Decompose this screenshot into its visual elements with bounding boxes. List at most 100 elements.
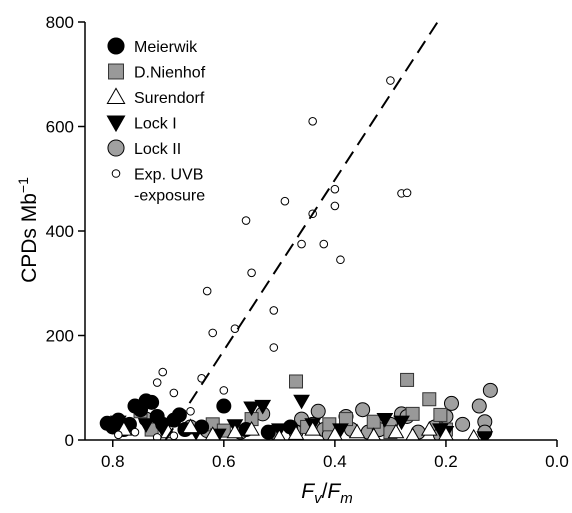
point-lock-i-1 (137, 418, 155, 433)
point-surendorf-13 (405, 427, 420, 440)
y-axis-title-exponent: −1 (15, 177, 31, 193)
y-axis-title-main: CPDs Mb (18, 193, 41, 283)
point-exp-uvb-exposure-1 (158, 367, 168, 377)
x-axis-title-sub2: m (340, 490, 353, 507)
point-d-nienhof-5 (289, 374, 304, 389)
y-tick-label-1: 200 (46, 327, 74, 346)
point-surendorf-5 (243, 421, 260, 436)
legend-marker-surendorf (106, 87, 126, 104)
legend-label-lock-i: Lock I (134, 116, 177, 133)
point-lock-ii-25 (443, 395, 459, 411)
point-surendorf-15 (438, 426, 454, 440)
legend: Meierwik D.Nienhof Surendorf Lock I Lock II E… (106, 37, 206, 205)
point-surendorf-16 (467, 428, 481, 440)
point-exp-uvb-exposure-5 (202, 286, 212, 296)
y-tick-label-2: 400 (46, 222, 74, 241)
axes: 0 200 400 600 800 0.8 0.6 0.4 0.2 0.0 (46, 13, 569, 471)
point-surendorf-3 (204, 426, 221, 440)
legend-marker-exp-uvb-exposure (111, 169, 121, 178)
point-lock-ii-10 (310, 403, 326, 419)
point-exp-uvb-exposure-12 (269, 343, 279, 352)
point-lock-i-12 (376, 412, 394, 428)
point-surendorf-8 (304, 421, 322, 436)
y-tick-label-0: 0 (65, 431, 74, 450)
point-exp-uvb-exposure-23 (402, 188, 412, 198)
x-axis-title-f2: F (327, 480, 341, 503)
x-axis-title-f1: F (301, 480, 315, 503)
plot-area (99, 22, 498, 440)
legend-marker-meierwik (107, 37, 125, 55)
point-meierwik-17 (260, 424, 276, 440)
legend-label-d-nienhof: D.Nienhof (134, 65, 206, 82)
point-lock-i-16 (476, 431, 494, 440)
point-d-nienhof-12 (405, 406, 420, 421)
legend-marker-d-nienhof (108, 63, 124, 80)
point-exp-uvb-exposure-24 (114, 430, 123, 440)
point-d-nienhof-9 (366, 414, 381, 429)
x-tick-label-4: 0.0 (545, 452, 569, 471)
point-exp-uvb-exposure-0 (152, 378, 162, 387)
legend-label-exp-uvb-exposure-0: Exp. UVB (134, 167, 203, 184)
point-surendorf-12 (387, 423, 405, 439)
point-exp-uvb-exposure-7 (219, 386, 229, 395)
point-exp-uvb-exposure-25 (130, 427, 140, 437)
point-exp-uvb-exposure-13 (280, 196, 290, 206)
point-lock-ii-30 (482, 382, 498, 398)
point-d-nienhof-11 (400, 372, 415, 387)
point-exp-uvb-exposure-26 (152, 433, 162, 440)
point-exp-uvb-exposure-9 (241, 216, 251, 225)
point-exp-uvb-exposure-10 (247, 268, 256, 278)
x-axis-title-sub1: v (314, 490, 323, 507)
point-meierwik-12 (171, 407, 187, 423)
point-exp-uvb-exposure-6 (208, 328, 218, 338)
x-tick-label-1: 0.6 (212, 452, 236, 471)
point-surendorf-9 (327, 426, 343, 440)
point-surendorf-11 (366, 427, 382, 440)
series-exp-uvb-exposure (114, 76, 412, 440)
y-axis-title: CPDs Mb−1 (15, 177, 41, 283)
point-exp-uvb-exposure-21 (386, 76, 395, 85)
legend-marker-lock-ii (107, 139, 125, 157)
x-axis-title: Fv/Fm (301, 480, 353, 507)
legend-marker-lock-i (106, 115, 126, 133)
point-exp-uvb-exposure-2 (169, 388, 179, 398)
point-surendorf-14 (420, 421, 438, 436)
point-surendorf-10 (348, 423, 366, 439)
x-tick-label-2: 0.4 (323, 452, 347, 471)
x-tick-label-3: 0.2 (434, 452, 458, 471)
point-lock-i-7 (254, 399, 272, 415)
regression-line (164, 22, 439, 440)
point-d-nienhof-14 (433, 407, 448, 422)
y-tick-label-4: 800 (46, 13, 74, 32)
point-exp-uvb-exposure-18 (330, 184, 340, 194)
point-exp-uvb-exposure-11 (269, 306, 279, 315)
x-tick-label-0: 0.8 (101, 452, 125, 471)
legend-label-lock-ii: Lock II (134, 141, 181, 158)
point-lock-i-9 (293, 394, 310, 410)
point-exp-uvb-exposure-15 (308, 116, 317, 126)
point-surendorf-4 (226, 423, 244, 439)
point-lock-ii-26 (455, 416, 471, 432)
point-surendorf-2 (182, 418, 199, 434)
legend-label-meierwik: Meierwik (134, 39, 198, 56)
point-lock-ii-15 (355, 402, 371, 418)
point-lock-i-6 (243, 401, 260, 417)
point-exp-uvb-exposure-17 (319, 239, 329, 249)
point-exp-uvb-exposure-14 (297, 239, 306, 249)
point-surendorf-6 (272, 428, 286, 440)
legend-label-surendorf: Surendorf (134, 90, 205, 107)
point-exp-uvb-exposure-19 (330, 201, 340, 211)
point-exp-uvb-exposure-3 (186, 406, 195, 416)
point-meierwik-8 (144, 394, 160, 410)
point-lock-ii-27 (471, 398, 487, 414)
point-meierwik-15 (216, 398, 232, 414)
legend-label-exp-uvb-exposure-1: -exposure (134, 188, 205, 205)
point-lock-i-0 (109, 415, 127, 431)
point-exp-uvb-exposure-27 (169, 431, 179, 440)
point-d-nienhof-13 (422, 392, 437, 407)
x-axis-title-sep: / (322, 480, 328, 503)
y-tick-label-3: 600 (46, 118, 74, 137)
point-exp-uvb-exposure-20 (336, 255, 345, 265)
